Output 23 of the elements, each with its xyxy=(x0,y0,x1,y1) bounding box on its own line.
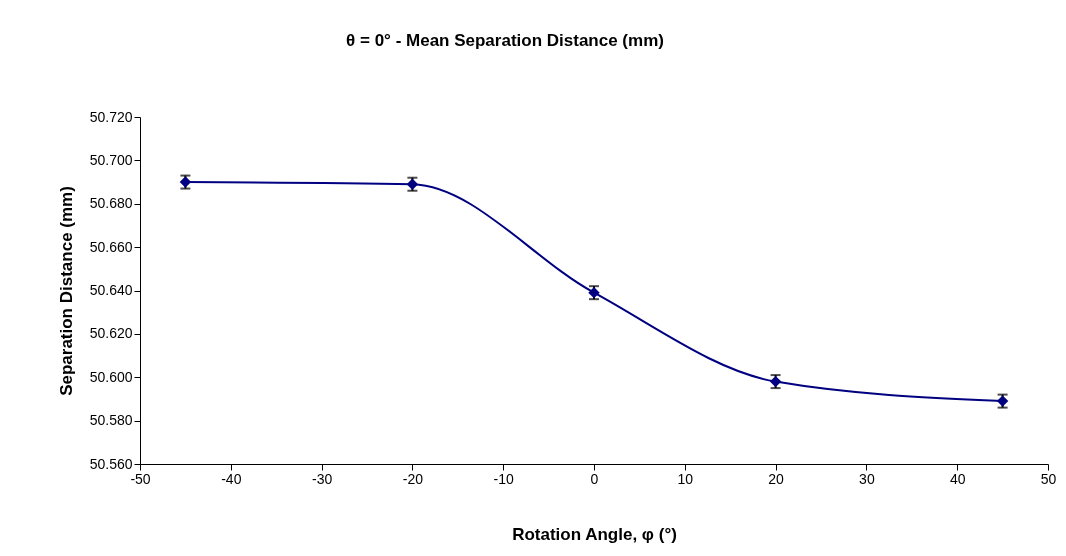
y-tick-label: 50.720 xyxy=(89,108,133,125)
x-tick-label: -50 xyxy=(130,470,151,487)
y-tick-label: 50.580 xyxy=(89,412,133,429)
x-tick-label: -30 xyxy=(311,470,333,487)
y-tick-label: 50.560 xyxy=(89,455,133,472)
y-tick-label: 50.660 xyxy=(89,238,133,255)
y-tick-label: 50.640 xyxy=(89,282,133,298)
x-tick-label: -10 xyxy=(493,470,515,487)
x-tick-label: 0 xyxy=(590,470,599,487)
y-axis-title: Separation Distance (mm) xyxy=(56,186,76,396)
y-tick-label: 50.600 xyxy=(89,368,133,385)
y-tick-label: 50.620 xyxy=(89,325,133,342)
x-tick-label: -20 xyxy=(402,470,424,487)
x-axis-title: Rotation Angle, φ (°) xyxy=(512,524,677,544)
x-tick-label: -40 xyxy=(221,470,242,487)
x-tick-label: 10 xyxy=(677,470,694,487)
x-tick-label: 40 xyxy=(949,470,966,487)
x-tick-label: 30 xyxy=(859,470,875,487)
chart-title: θ = 0° - Mean Separation Distance (mm) xyxy=(346,31,664,50)
x-tick-label: 50 xyxy=(1040,470,1057,487)
y-tick-label: 50.700 xyxy=(89,151,133,168)
x-tick-label: 20 xyxy=(768,470,785,487)
y-tick-label: 50.680 xyxy=(89,195,133,212)
